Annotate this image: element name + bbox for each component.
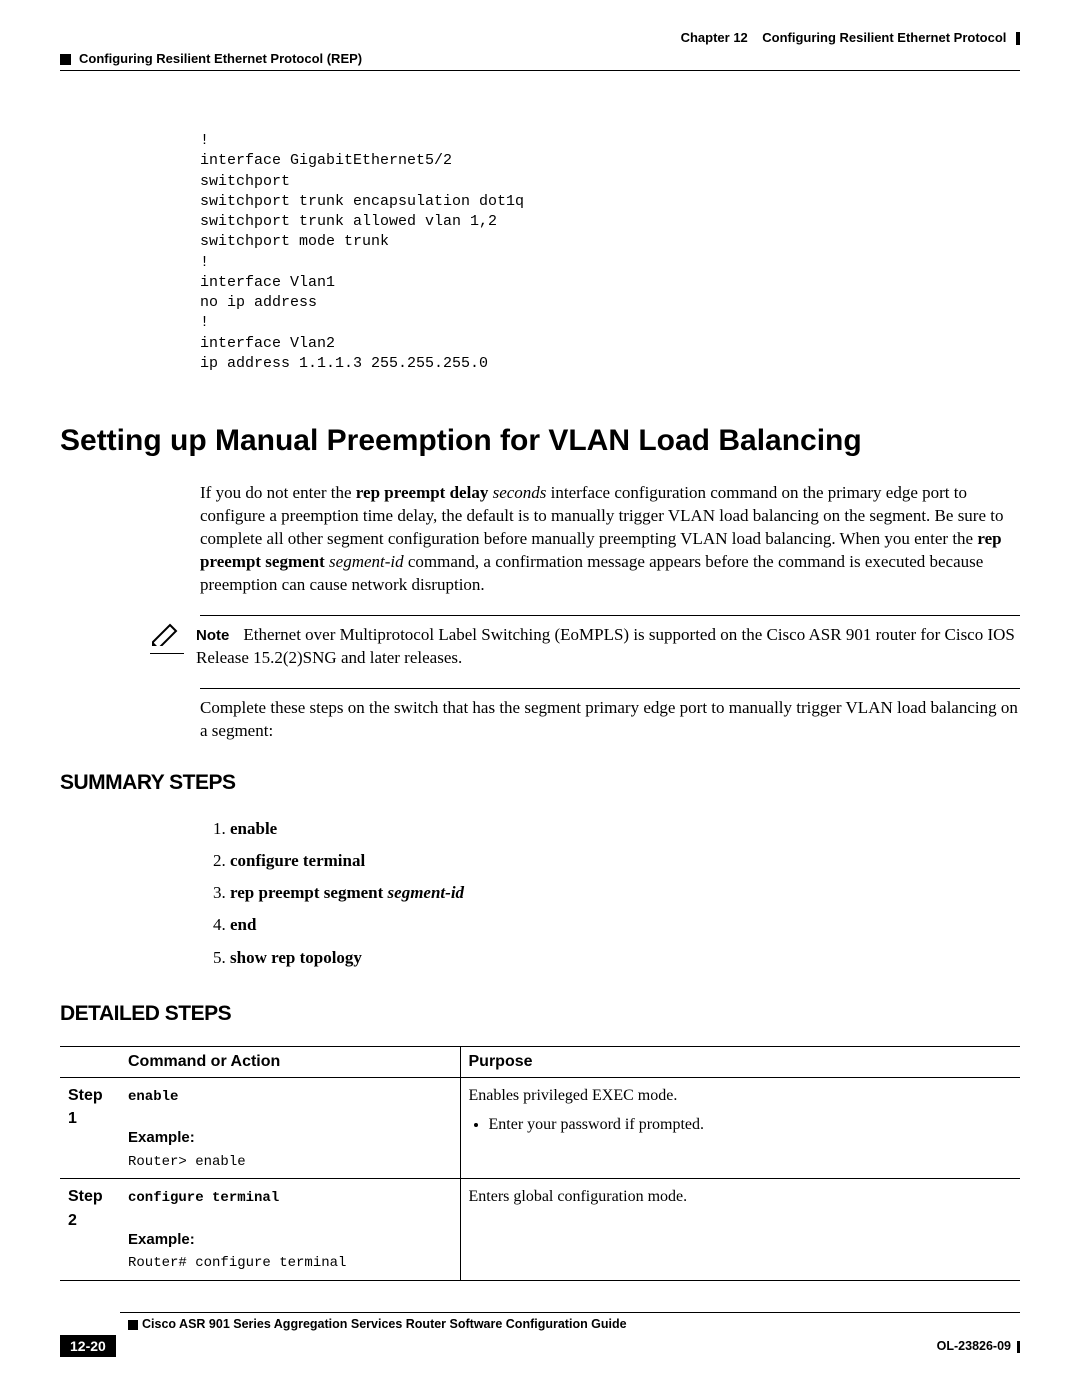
note-block: Note Ethernet over Multiprotocol Label S…: [150, 624, 1020, 670]
example-label: Example:: [128, 1229, 452, 1251]
pencil-icon: [150, 622, 184, 654]
purpose-bullet: Enter your password if prompted.: [489, 1113, 1013, 1136]
table-header-purpose: Purpose: [460, 1046, 1020, 1077]
summary-step: rep preempt segment segment-id: [230, 877, 1020, 909]
header-rule: [60, 70, 1020, 71]
header-chapter: Chapter 12 Configuring Resilient Etherne…: [60, 30, 1020, 45]
summary-steps-heading: SUMMARY STEPS: [60, 771, 1020, 795]
summary-step: end: [230, 909, 1020, 941]
summary-step: show rep topology: [230, 942, 1020, 974]
document-id: OL-23826-09: [937, 1339, 1011, 1353]
intro-paragraph: If you do not enter the rep preempt dela…: [200, 482, 1020, 597]
chapter-number: Chapter 12: [681, 30, 748, 45]
purpose-text: Enables privileged EXEC mode.: [469, 1087, 678, 1104]
summary-step: configure terminal: [230, 845, 1020, 877]
table-row: Step 1 enable Example: Router> enable En…: [60, 1077, 1020, 1178]
command-text: enable: [128, 1089, 178, 1105]
instruction-paragraph: Complete these steps on the switch that …: [200, 697, 1020, 743]
table-header-command: Command or Action: [120, 1046, 460, 1077]
page-footer: Cisco ASR 901 Series Aggregation Service…: [60, 1312, 1020, 1357]
note-rule-top: [200, 615, 1020, 616]
config-code-block: ! interface GigabitEthernet5/2 switchpor…: [200, 131, 1020, 374]
note-rule-bottom: [200, 688, 1020, 689]
command-text: configure terminal: [128, 1190, 279, 1206]
detailed-steps-table: Command or Action Purpose Step 1 enable …: [60, 1046, 1020, 1281]
header-section: Configuring Resilient Ethernet Protocol …: [60, 51, 1020, 66]
page-number: 12-20: [60, 1335, 116, 1357]
summary-step: enable: [230, 813, 1020, 845]
section-title: Configuring Resilient Ethernet Protocol …: [79, 51, 362, 66]
detailed-steps-heading: DETAILED STEPS: [60, 1002, 1020, 1026]
note-label: Note: [196, 627, 229, 644]
table-row: Step 2 configure terminal Example: Route…: [60, 1179, 1020, 1280]
note-text: Ethernet over Multiprotocol Label Switch…: [196, 625, 1015, 667]
footer-guide-title: Cisco ASR 901 Series Aggregation Service…: [142, 1317, 627, 1331]
main-heading: Setting up Manual Preemption for VLAN Lo…: [60, 424, 1020, 458]
example-code: Router> enable: [128, 1154, 246, 1170]
table-header-step: [60, 1046, 120, 1077]
step-number: Step 2: [60, 1179, 120, 1280]
purpose-text: Enters global configuration mode.: [469, 1188, 688, 1205]
example-label: Example:: [128, 1127, 452, 1149]
summary-steps-list: enable configure terminal rep preempt se…: [230, 813, 1020, 974]
chapter-title: Configuring Resilient Ethernet Protocol: [762, 30, 1006, 45]
example-code: Router# configure terminal: [128, 1255, 346, 1271]
step-number: Step 1: [60, 1077, 120, 1178]
